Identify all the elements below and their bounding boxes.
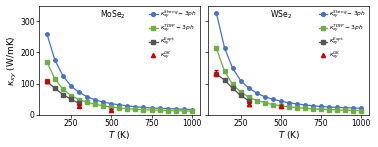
X-axis label: $T$ (K): $T$ (K): [278, 130, 300, 141]
Text: WSe$_2$: WSe$_2$: [270, 9, 292, 21]
Y-axis label: $\kappa_{xy}$ (W/mK): $\kappa_{xy}$ (W/mK): [6, 35, 19, 86]
Text: MoSe$_2$: MoSe$_2$: [100, 9, 126, 21]
X-axis label: $T$ (K): $T$ (K): [108, 130, 130, 141]
Legend: $\kappa^{Sheng}_{xy}-3ph$, $\kappa^{TDFP}_{xy}-3ph$, $\kappa^{Expt.}_{xy}$, $\ka: $\kappa^{Sheng}_{xy}-3ph$, $\kappa^{TDFP…: [318, 9, 367, 62]
Legend: $\kappa^{Sheng}_{xy}-3ph$, $\kappa^{TDFP}_{xy}-3ph$, $\kappa^{Expt.}_{xy}$, $\ka: $\kappa^{Sheng}_{xy}-3ph$, $\kappa^{TDFP…: [149, 9, 197, 62]
